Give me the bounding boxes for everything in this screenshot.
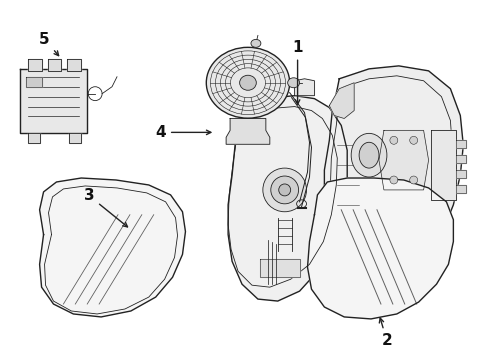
Text: 1: 1 [293,40,303,104]
Polygon shape [20,69,87,133]
Ellipse shape [263,168,307,212]
Text: 3: 3 [84,188,127,227]
Ellipse shape [359,142,379,168]
Polygon shape [25,77,42,87]
Polygon shape [28,133,40,143]
Polygon shape [456,170,466,178]
Ellipse shape [410,136,417,144]
Polygon shape [28,59,42,71]
Ellipse shape [271,176,298,204]
Polygon shape [456,140,466,148]
Polygon shape [228,96,347,301]
Text: 2: 2 [379,318,392,348]
Ellipse shape [206,47,290,118]
Text: 4: 4 [155,125,211,140]
Text: 5: 5 [39,32,59,56]
Polygon shape [379,130,429,190]
Polygon shape [260,260,299,277]
Polygon shape [70,133,81,143]
Polygon shape [68,59,81,71]
Ellipse shape [410,176,417,184]
Polygon shape [456,185,466,193]
Polygon shape [48,59,61,71]
Polygon shape [294,79,315,96]
Ellipse shape [390,176,398,184]
Polygon shape [308,178,453,319]
Ellipse shape [288,78,299,88]
Polygon shape [329,83,354,118]
Ellipse shape [240,75,256,90]
Polygon shape [40,178,185,317]
Polygon shape [226,118,270,144]
Ellipse shape [390,136,398,144]
Polygon shape [431,130,456,200]
Ellipse shape [251,39,261,47]
Ellipse shape [279,184,291,196]
Polygon shape [456,155,466,163]
Polygon shape [324,66,464,284]
Ellipse shape [351,133,387,177]
